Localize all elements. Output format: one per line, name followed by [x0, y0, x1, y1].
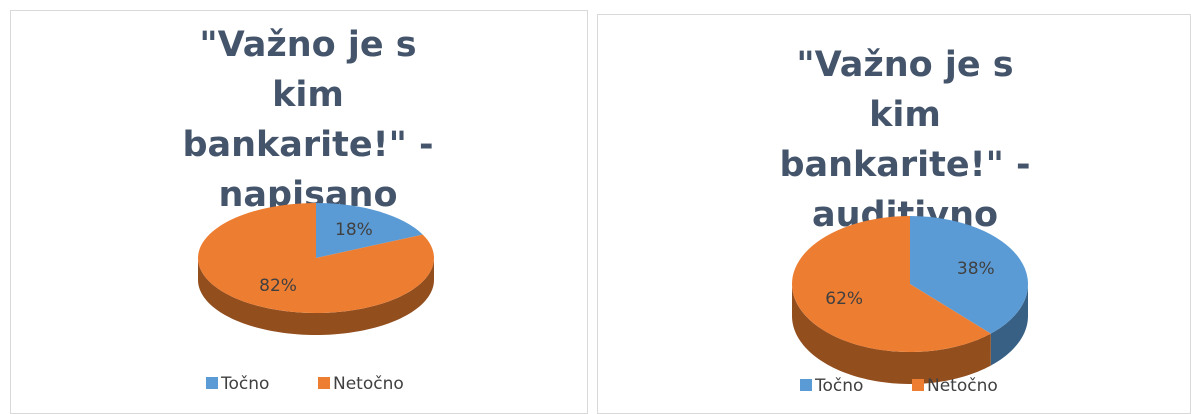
legend-label: Netočno	[927, 376, 998, 396]
slice	[910, 216, 1028, 334]
legend-label: Netočno	[333, 374, 404, 394]
data-label: 62%	[825, 289, 863, 309]
data-label: 18%	[335, 220, 373, 240]
data-label: 38%	[957, 259, 995, 279]
slice	[316, 203, 423, 258]
data-label: 82%	[259, 276, 297, 296]
slice-side	[198, 258, 434, 335]
slice	[198, 203, 434, 313]
slice	[792, 215, 991, 352]
legend-swatch	[912, 379, 924, 391]
legend-swatch	[800, 379, 812, 391]
slice-side	[990, 284, 1028, 366]
legend-swatch	[206, 377, 218, 389]
legend-label: Točno	[814, 376, 863, 396]
legend-swatch	[318, 377, 330, 389]
legend-label: Točno	[220, 374, 269, 394]
slice-side	[792, 284, 991, 384]
